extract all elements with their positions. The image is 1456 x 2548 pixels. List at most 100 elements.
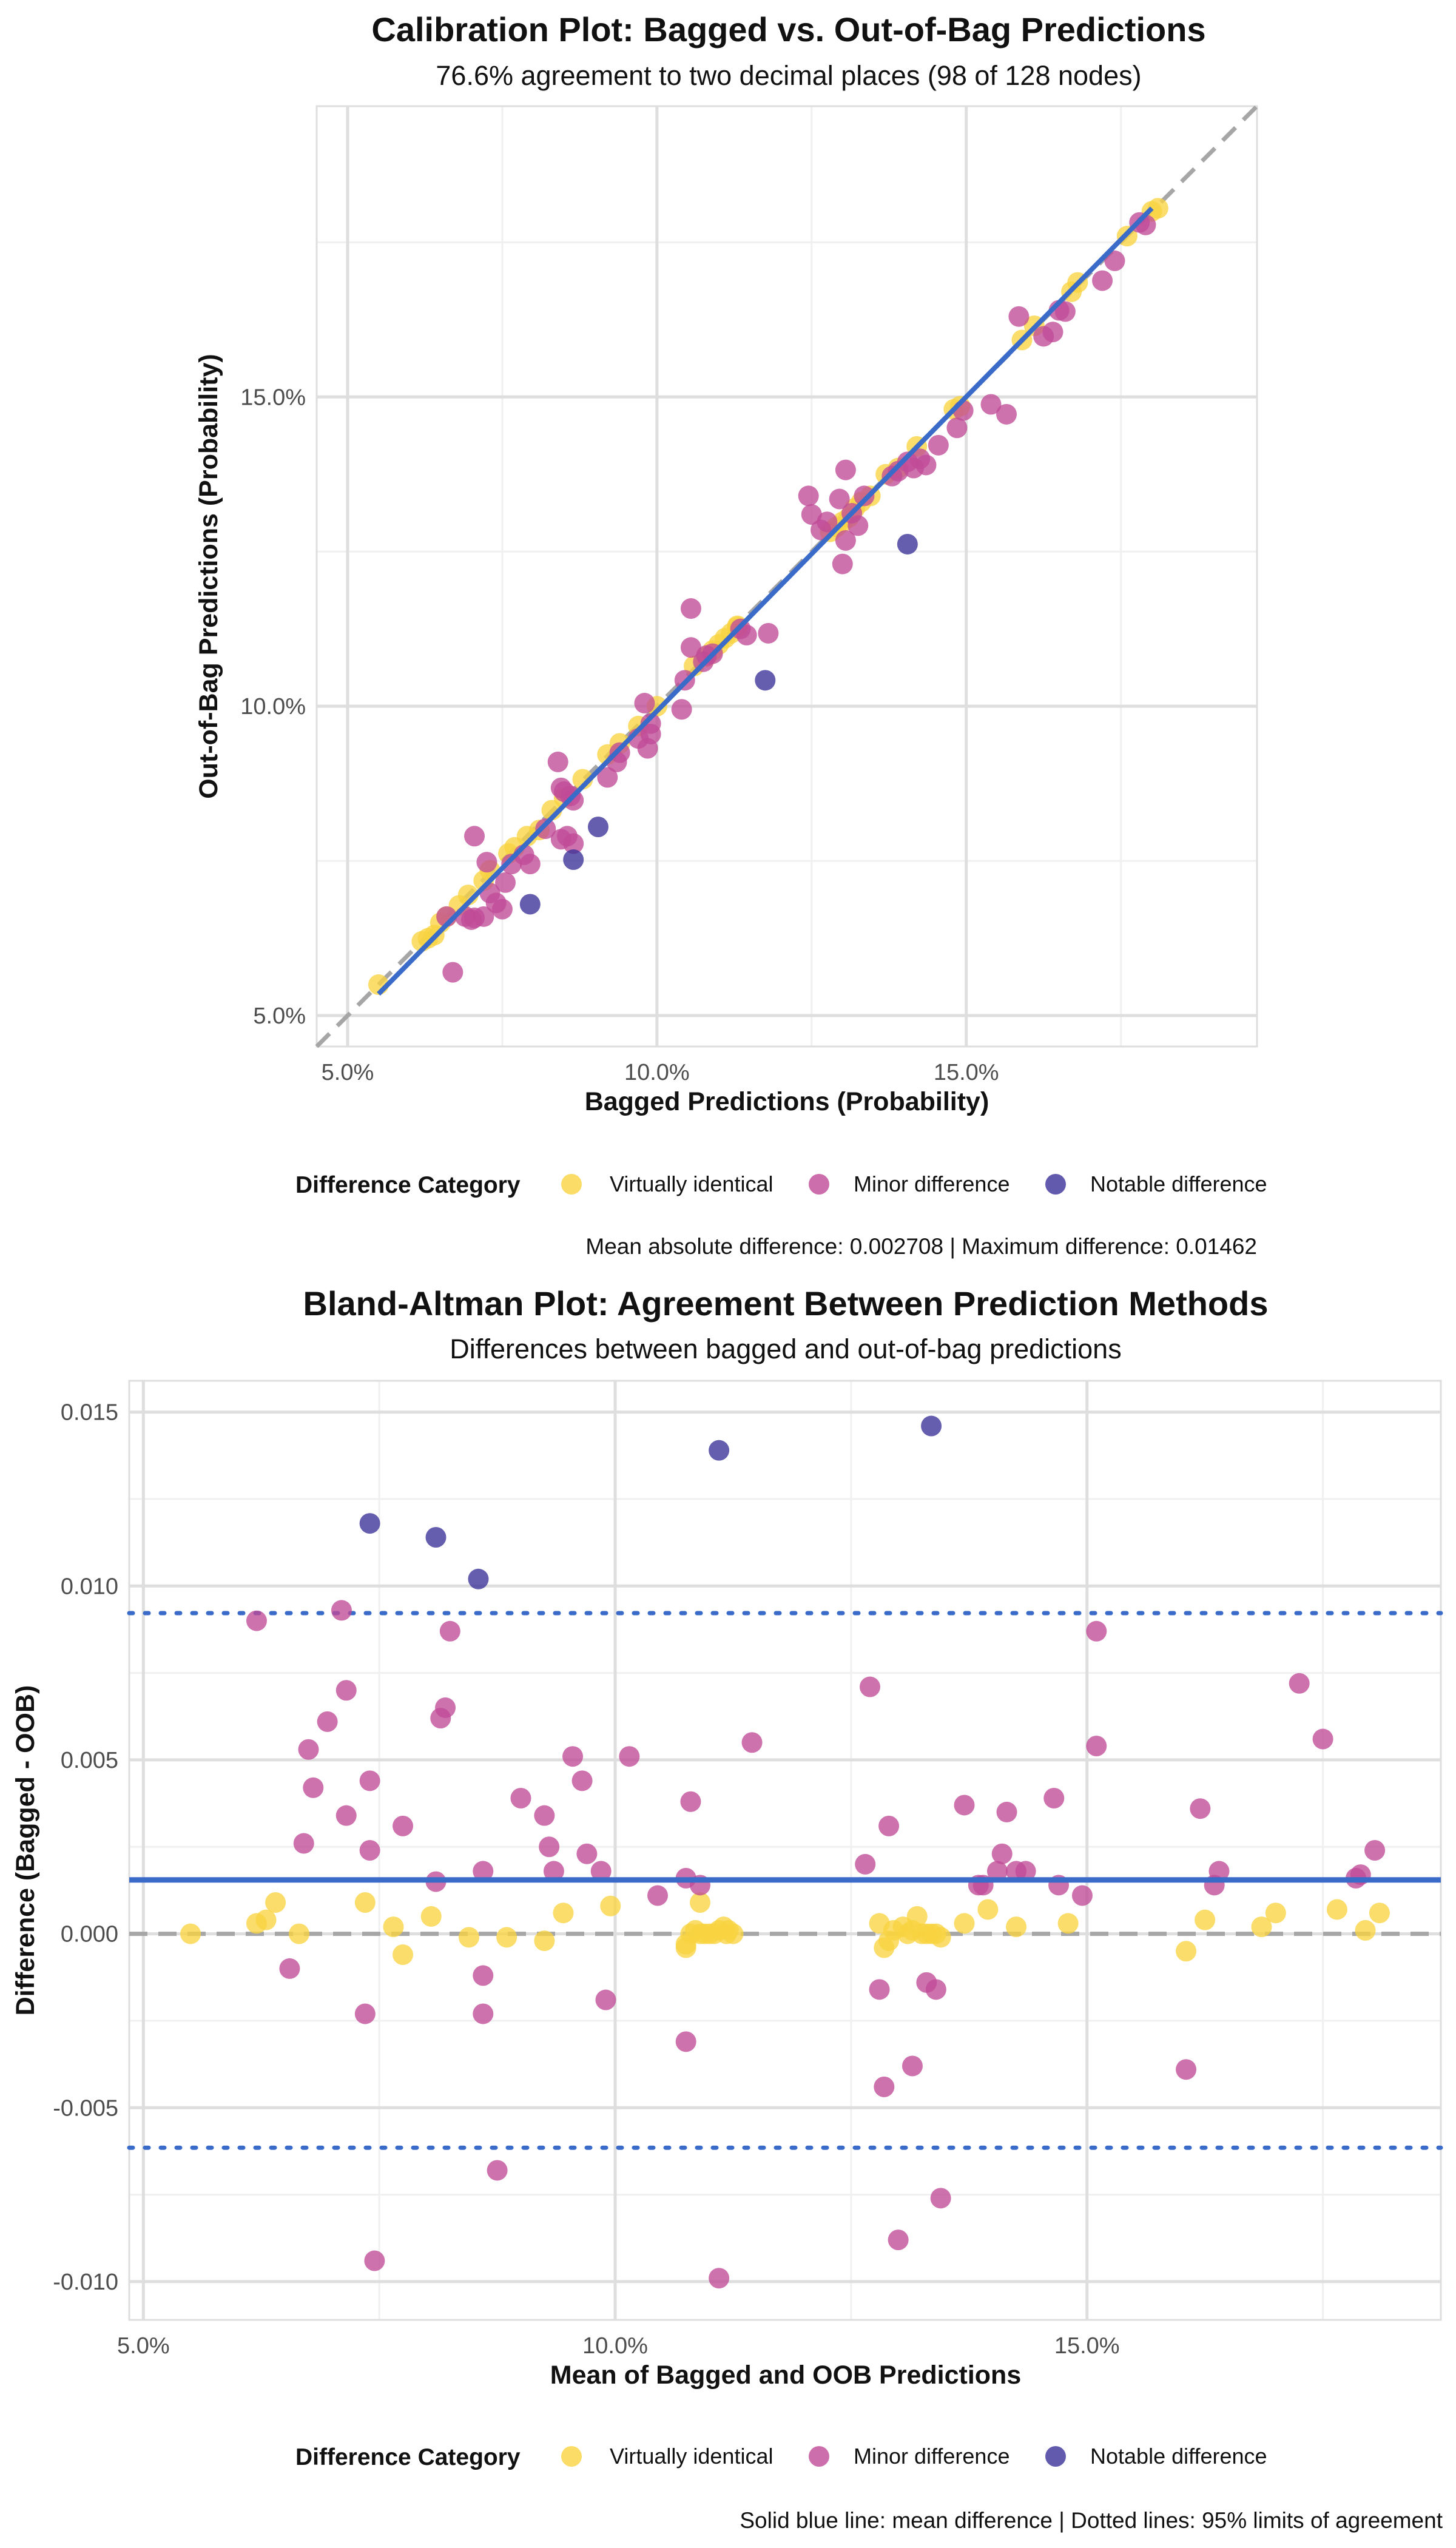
point-virtually-identical bbox=[1369, 1903, 1390, 1924]
point-minor-difference bbox=[817, 511, 838, 533]
point-minor-difference bbox=[930, 2188, 951, 2209]
bland-altman-x-axis-title: Mean of Bagged and OOB Predictions bbox=[550, 2361, 1021, 2390]
point-minor-difference bbox=[680, 637, 701, 658]
point-minor-difference bbox=[1104, 250, 1125, 271]
point-minor-difference bbox=[246, 1610, 267, 1631]
point-minor-difference bbox=[364, 2250, 385, 2271]
bland-altman-caption: Solid blue line: mean difference | Dotte… bbox=[740, 2508, 1443, 2533]
point-virtually-identical bbox=[1057, 1913, 1079, 1934]
point-virtually-identical bbox=[534, 1930, 555, 1952]
point-minor-difference bbox=[1043, 1788, 1065, 1808]
point-virtually-identical bbox=[906, 1906, 928, 1927]
point-minor-difference bbox=[1054, 301, 1076, 322]
point-minor-difference bbox=[848, 515, 869, 536]
point-virtually-identical bbox=[954, 1913, 975, 1934]
point-minor-difference bbox=[563, 833, 584, 854]
legend-swatch-notable-difference bbox=[1045, 1174, 1066, 1195]
legend-label-virtually-identical: Virtually identical bbox=[610, 2444, 773, 2469]
bland-altman-y-tick-label: -0.005 bbox=[53, 2095, 118, 2121]
point-minor-difference bbox=[609, 742, 630, 763]
point-minor-difference bbox=[915, 454, 937, 476]
calibration-y-axis-title: Out-of-Bag Predictions (Probability) bbox=[194, 354, 223, 798]
point-minor-difference bbox=[1008, 306, 1030, 327]
calibration-x-axis-title: Bagged Predictions (Probability) bbox=[585, 1087, 989, 1116]
point-minor-difference bbox=[519, 854, 541, 875]
point-minor-difference bbox=[473, 1965, 494, 1986]
point-minor-difference bbox=[888, 2230, 909, 2251]
calibration-x-tick-label: 10.0% bbox=[624, 1060, 690, 1085]
point-virtually-identical bbox=[496, 1927, 517, 1948]
bland-altman-chart: Bland-Altman Plot: Agreement Between Pre… bbox=[11, 1284, 1443, 2390]
point-minor-difference bbox=[439, 1620, 460, 1642]
point-minor-difference bbox=[835, 530, 856, 551]
point-minor-difference bbox=[534, 1805, 555, 1826]
point-minor-difference bbox=[1312, 1728, 1333, 1750]
point-minor-difference bbox=[1086, 1620, 1107, 1642]
point-minor-difference bbox=[317, 1711, 338, 1732]
point-minor-difference bbox=[331, 1600, 352, 1621]
point-notable-difference bbox=[425, 1527, 447, 1548]
point-minor-difference bbox=[680, 1791, 701, 1812]
point-minor-difference bbox=[1042, 322, 1063, 343]
bland-altman-legend: Difference Category Virtually identical … bbox=[295, 2444, 1267, 2470]
point-minor-difference bbox=[1092, 270, 1113, 291]
point-minor-difference bbox=[510, 1788, 531, 1808]
point-minor-difference bbox=[576, 1843, 598, 1864]
point-minor-difference bbox=[859, 1676, 880, 1697]
point-minor-difference bbox=[495, 872, 516, 893]
point-minor-difference bbox=[928, 434, 949, 456]
point-minor-difference bbox=[435, 1697, 456, 1718]
bland-altman-x-tick-labels: 5.0% 10.0% 15.0% bbox=[117, 2333, 1120, 2359]
point-minor-difference bbox=[595, 1989, 616, 2010]
point-notable-difference bbox=[587, 816, 608, 837]
calibration-chart: Calibration Plot: Bagged vs. Out-of-Bag … bbox=[194, 10, 1259, 1116]
point-minor-difference bbox=[298, 1739, 319, 1760]
bland-altman-x-tick-label: 5.0% bbox=[117, 2333, 170, 2359]
point-virtually-identical bbox=[600, 1895, 621, 1916]
point-minor-difference bbox=[946, 417, 968, 439]
point-virtually-identical bbox=[1251, 1916, 1272, 1938]
point-minor-difference bbox=[709, 2268, 730, 2289]
point-minor-difference bbox=[473, 1861, 494, 1882]
point-minor-difference bbox=[442, 962, 463, 983]
point-virtually-identical bbox=[690, 1892, 711, 1913]
point-virtually-identical bbox=[458, 1927, 479, 1948]
point-virtually-identical bbox=[180, 1923, 201, 1944]
point-minor-difference bbox=[597, 767, 618, 788]
bland-altman-title: Bland-Altman Plot: Agreement Between Pre… bbox=[303, 1284, 1269, 1323]
point-minor-difference bbox=[476, 852, 497, 873]
point-minor-difference bbox=[671, 699, 692, 720]
point-minor-difference bbox=[758, 622, 779, 644]
point-notable-difference bbox=[709, 1440, 730, 1461]
point-virtually-identical bbox=[1265, 1903, 1286, 1924]
point-virtually-identical bbox=[393, 1944, 414, 1965]
legend-swatch-virtually-identical bbox=[561, 1174, 582, 1195]
point-virtually-identical bbox=[265, 1892, 286, 1913]
point-minor-difference bbox=[1086, 1736, 1107, 1756]
point-minor-difference bbox=[473, 906, 494, 927]
bland-altman-subtitle: Differences between bagged and out-of-ba… bbox=[450, 1333, 1121, 1364]
point-virtually-identical bbox=[383, 1916, 404, 1938]
point-minor-difference bbox=[535, 818, 556, 840]
point-minor-difference bbox=[359, 1840, 380, 1861]
point-minor-difference bbox=[1015, 1861, 1036, 1882]
point-minor-difference bbox=[303, 1777, 324, 1798]
point-minor-difference bbox=[571, 1770, 593, 1791]
point-virtually-identical bbox=[723, 1923, 744, 1944]
point-minor-difference bbox=[590, 1861, 612, 1882]
bland-altman-x-tick-label: 10.0% bbox=[582, 2333, 648, 2359]
point-virtually-identical bbox=[420, 1906, 442, 1927]
calibration-x-tick-labels: 5.0% 10.0% 15.0% bbox=[322, 1060, 999, 1085]
point-virtually-identical bbox=[288, 1923, 309, 1944]
point-minor-difference bbox=[1071, 1885, 1093, 1906]
point-minor-difference bbox=[547, 751, 568, 772]
calibration-title: Calibration Plot: Bagged vs. Out-of-Bag … bbox=[371, 10, 1205, 49]
legend-label-minor-difference: Minor difference bbox=[854, 1171, 1009, 1196]
point-virtually-identical bbox=[553, 1903, 574, 1924]
point-minor-difference bbox=[855, 1853, 876, 1875]
bland-altman-plot-border bbox=[128, 1380, 1442, 2321]
point-virtually-identical bbox=[930, 1927, 951, 1948]
legend-label-virtually-identical: Virtually identical bbox=[610, 1171, 773, 1196]
calibration-y-tick-label: 10.0% bbox=[240, 694, 306, 720]
